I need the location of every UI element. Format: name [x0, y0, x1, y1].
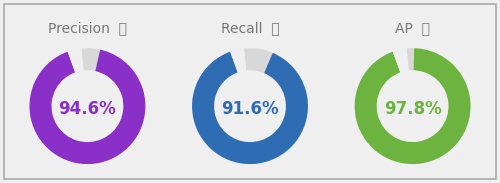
Wedge shape [406, 48, 414, 70]
Text: 97.8%: 97.8% [384, 100, 442, 118]
Wedge shape [392, 46, 409, 75]
Title: AP  ⓘ: AP ⓘ [395, 21, 430, 36]
Text: 91.6%: 91.6% [221, 100, 279, 118]
Wedge shape [82, 48, 100, 71]
Wedge shape [30, 50, 146, 164]
Wedge shape [244, 48, 272, 73]
Wedge shape [66, 46, 84, 75]
Text: 94.6%: 94.6% [58, 100, 116, 118]
Wedge shape [192, 52, 308, 164]
Wedge shape [229, 46, 246, 75]
Title: Precision  ⓘ: Precision ⓘ [48, 21, 127, 36]
Title: Recall  ⓘ: Recall ⓘ [220, 21, 280, 36]
Wedge shape [354, 48, 470, 164]
